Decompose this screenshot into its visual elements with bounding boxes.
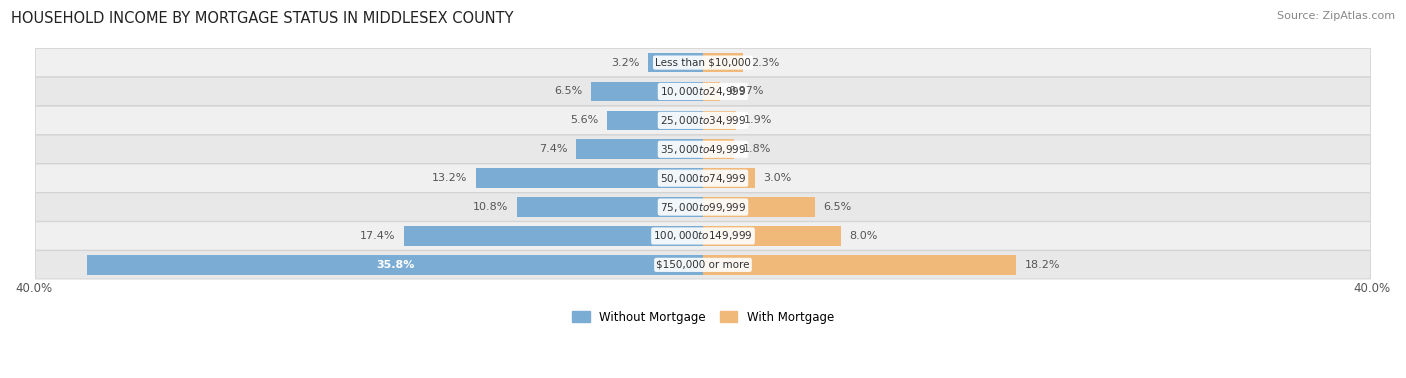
Bar bbox=[404, 226, 703, 246]
Text: 13.2%: 13.2% bbox=[432, 173, 467, 183]
Text: $150,000 or more: $150,000 or more bbox=[657, 260, 749, 270]
Text: $35,000 to $49,999: $35,000 to $49,999 bbox=[659, 143, 747, 156]
Text: 5.6%: 5.6% bbox=[569, 115, 598, 125]
Bar bbox=[87, 255, 703, 275]
Text: 17.4%: 17.4% bbox=[360, 231, 395, 241]
Legend: Without Mortgage, With Mortgage: Without Mortgage, With Mortgage bbox=[567, 306, 839, 328]
Text: 6.5%: 6.5% bbox=[824, 202, 852, 212]
Text: 0.97%: 0.97% bbox=[728, 87, 763, 96]
Text: 3.2%: 3.2% bbox=[612, 57, 640, 68]
FancyBboxPatch shape bbox=[35, 222, 1371, 250]
FancyBboxPatch shape bbox=[35, 251, 1371, 279]
Bar bbox=[477, 168, 703, 188]
FancyBboxPatch shape bbox=[35, 135, 1371, 163]
Text: $50,000 to $74,999: $50,000 to $74,999 bbox=[659, 172, 747, 185]
Bar bbox=[606, 110, 703, 130]
FancyBboxPatch shape bbox=[35, 106, 1371, 135]
Bar bbox=[575, 139, 703, 159]
Bar bbox=[703, 110, 735, 130]
Bar bbox=[703, 197, 815, 217]
Text: 1.8%: 1.8% bbox=[742, 144, 770, 154]
Text: 35.8%: 35.8% bbox=[375, 260, 415, 270]
FancyBboxPatch shape bbox=[35, 164, 1371, 192]
Bar bbox=[591, 82, 703, 101]
FancyBboxPatch shape bbox=[35, 77, 1371, 105]
Bar bbox=[703, 226, 841, 246]
Text: 40.0%: 40.0% bbox=[15, 282, 52, 295]
Bar bbox=[648, 53, 703, 73]
FancyBboxPatch shape bbox=[35, 48, 1371, 77]
Text: 40.0%: 40.0% bbox=[1354, 282, 1391, 295]
Text: 8.0%: 8.0% bbox=[849, 231, 877, 241]
Text: 1.9%: 1.9% bbox=[744, 115, 773, 125]
Text: 6.5%: 6.5% bbox=[554, 87, 582, 96]
Bar bbox=[703, 255, 1017, 275]
Text: $100,000 to $149,999: $100,000 to $149,999 bbox=[654, 229, 752, 242]
Text: 7.4%: 7.4% bbox=[538, 144, 567, 154]
Text: 2.3%: 2.3% bbox=[751, 57, 779, 68]
Text: $10,000 to $24,999: $10,000 to $24,999 bbox=[659, 85, 747, 98]
Text: 3.0%: 3.0% bbox=[763, 173, 792, 183]
Text: Source: ZipAtlas.com: Source: ZipAtlas.com bbox=[1277, 11, 1395, 21]
Bar bbox=[703, 82, 720, 101]
FancyBboxPatch shape bbox=[35, 193, 1371, 221]
Bar bbox=[517, 197, 703, 217]
Text: 10.8%: 10.8% bbox=[474, 202, 509, 212]
Bar bbox=[703, 53, 742, 73]
Text: Less than $10,000: Less than $10,000 bbox=[655, 57, 751, 68]
Text: 18.2%: 18.2% bbox=[1025, 260, 1060, 270]
Text: $75,000 to $99,999: $75,000 to $99,999 bbox=[659, 201, 747, 214]
Bar bbox=[703, 139, 734, 159]
Text: HOUSEHOLD INCOME BY MORTGAGE STATUS IN MIDDLESEX COUNTY: HOUSEHOLD INCOME BY MORTGAGE STATUS IN M… bbox=[11, 11, 513, 26]
Bar bbox=[703, 168, 755, 188]
Text: $25,000 to $34,999: $25,000 to $34,999 bbox=[659, 114, 747, 127]
